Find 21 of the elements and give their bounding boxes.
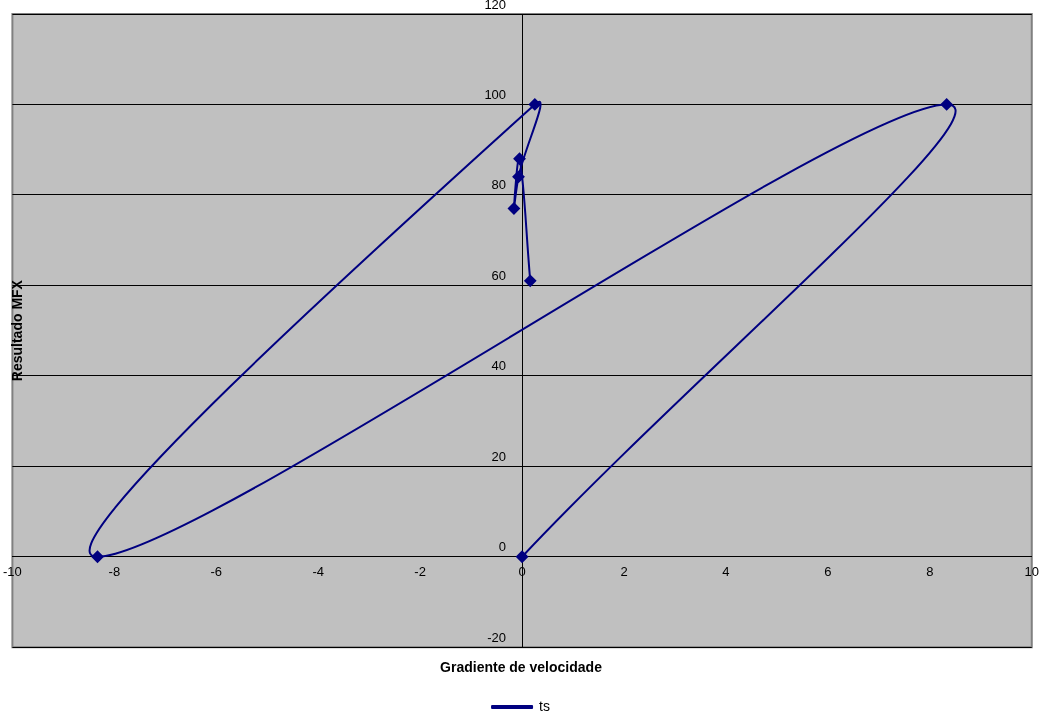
x-tick-label: -6 <box>210 564 223 580</box>
y-tick-label: 20 <box>491 448 507 464</box>
y-tick-label: 120 <box>484 0 507 12</box>
x-tick-label: 2 <box>620 564 628 580</box>
x-tick-label: 10 <box>1024 564 1039 580</box>
y-tick-label: 40 <box>491 358 507 374</box>
x-tick-label: 4 <box>722 564 730 580</box>
x-tick-label: -8 <box>108 564 121 580</box>
x-tick-label: -2 <box>414 564 426 580</box>
x-tick-label: 6 <box>824 564 832 580</box>
y-tick-label: 100 <box>484 87 507 103</box>
x-tick-label: 8 <box>926 564 934 580</box>
y-axis-title: Resultado MFX <box>9 279 25 382</box>
y-tick-label: 0 <box>498 539 507 555</box>
legend-label: ts <box>539 697 550 714</box>
y-tick-label: 80 <box>491 177 507 193</box>
x-tick-label: -4 <box>312 564 324 580</box>
y-tick-label: 60 <box>491 267 507 283</box>
x-axis-title: Gradiente de velocidade <box>440 659 603 676</box>
x-tick-label: -10 <box>3 564 22 580</box>
y-tick-label: -20 <box>487 629 507 645</box>
